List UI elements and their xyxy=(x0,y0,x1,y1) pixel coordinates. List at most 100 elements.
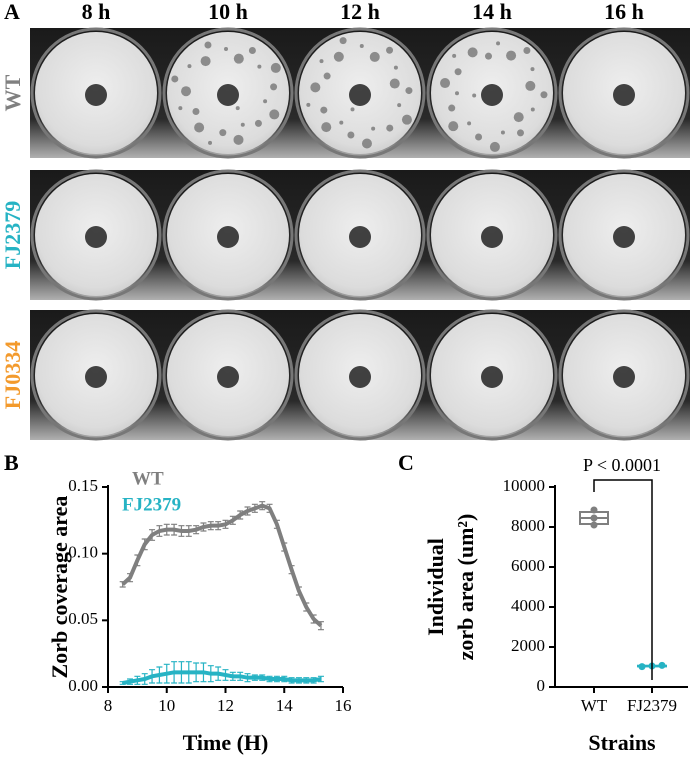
dish-rim xyxy=(162,27,294,159)
data-point xyxy=(638,663,646,671)
zorb-spot xyxy=(369,51,380,62)
data-point xyxy=(590,514,598,522)
zorb-spot xyxy=(525,80,536,91)
zorb-spot xyxy=(194,122,205,133)
zorb-spot xyxy=(454,68,462,76)
legend-label: FJ2379 xyxy=(122,494,181,515)
dish-rim xyxy=(294,27,426,159)
x-tick-label: WT xyxy=(581,696,608,715)
zorb-spot xyxy=(371,126,376,131)
zorb-spot xyxy=(397,103,402,108)
zorb-spot xyxy=(440,78,451,89)
zorb-spot xyxy=(347,131,355,139)
zorb-spot xyxy=(401,114,412,125)
column-label: 8 h xyxy=(82,0,111,24)
dish-rim xyxy=(294,309,426,441)
zorb-spot xyxy=(248,47,256,55)
zorb-spot xyxy=(270,83,278,91)
dish-rim xyxy=(294,169,426,301)
x-tick-label: 14 xyxy=(276,696,294,715)
zorb-spot xyxy=(306,102,311,107)
zorb-spot xyxy=(448,104,456,112)
data-point xyxy=(590,506,598,514)
column-label: 14 h xyxy=(472,0,512,24)
dish-center xyxy=(85,84,107,106)
column-label: 12 h xyxy=(340,0,380,24)
zorb-spot xyxy=(333,51,344,62)
y-tick-label: 0 xyxy=(537,676,546,695)
zorb-spot xyxy=(475,133,483,141)
zorb-spot xyxy=(361,138,372,149)
zorb-spot xyxy=(448,121,459,132)
zorb-spot xyxy=(485,52,493,60)
zorb-spot xyxy=(389,78,400,89)
dish-rim xyxy=(426,169,558,301)
zorb-spot xyxy=(254,119,262,127)
dish-rim xyxy=(558,27,690,159)
row-label: WT xyxy=(0,74,25,111)
zorb-spot xyxy=(178,106,183,111)
y-tick-label: 10000 xyxy=(503,476,546,495)
x-tick-label: 16 xyxy=(335,696,352,715)
zorb-spot xyxy=(310,82,321,93)
zorb-spot xyxy=(240,122,245,127)
dish-center xyxy=(481,84,503,106)
zorb-spot xyxy=(339,120,344,125)
dish-rim xyxy=(426,27,558,159)
zorb-spot xyxy=(181,86,192,97)
zorb-spot xyxy=(496,41,501,46)
dish-center xyxy=(85,366,107,388)
dish-center xyxy=(613,84,635,106)
dish-rim xyxy=(558,309,690,441)
zorb-spot xyxy=(320,106,328,114)
zorb-spot xyxy=(224,47,229,52)
zorb-spot xyxy=(516,129,524,137)
dish-center xyxy=(349,366,371,388)
legend-label: WT xyxy=(132,468,164,489)
row-label: FJ2379 xyxy=(0,201,25,269)
zorb-spot xyxy=(513,112,524,123)
panel-label: A xyxy=(4,0,20,24)
zorb-spot xyxy=(219,129,227,137)
zorb-spot xyxy=(323,72,331,80)
dish-center xyxy=(481,366,503,388)
y-tick-label: 6000 xyxy=(511,556,545,575)
dish-rim xyxy=(426,309,558,441)
dish-center xyxy=(349,84,371,106)
zorb-spot xyxy=(350,107,355,112)
y-tick-label: 4000 xyxy=(511,596,545,615)
zorb-spot xyxy=(208,140,213,145)
dish-rim xyxy=(162,169,294,301)
dish-center xyxy=(217,366,239,388)
zorb-spot xyxy=(187,64,192,69)
zorb-spot xyxy=(319,59,324,64)
zorb-spot xyxy=(204,41,212,49)
dish-rim xyxy=(30,27,162,159)
significance-bracket xyxy=(593,479,653,680)
zorb-spot xyxy=(386,46,394,54)
zorb-spot xyxy=(393,65,398,70)
y-tick-label: 0.10 xyxy=(68,543,98,562)
dish-rim xyxy=(30,169,162,301)
y-axis-label: Zorb coverage area xyxy=(47,496,72,679)
zorb-spot xyxy=(530,67,535,72)
zorb-spot xyxy=(359,44,364,49)
y-tick-label: 0.15 xyxy=(68,476,98,495)
annotation: P < 0.0001 xyxy=(583,455,661,475)
panel-label: B xyxy=(4,450,19,475)
dish-center xyxy=(349,226,371,248)
zorb-spot xyxy=(489,141,500,152)
dish-center xyxy=(217,84,239,106)
x-tick-label: 10 xyxy=(158,696,175,715)
zorb-spot xyxy=(472,93,477,98)
dish-center xyxy=(85,226,107,248)
x-axis-label: Time (H) xyxy=(183,730,269,755)
zorb-spot xyxy=(263,99,268,104)
dish-center xyxy=(217,226,239,248)
zorb-spot xyxy=(235,106,240,111)
zorb-spot xyxy=(269,109,280,120)
column-label: 10 h xyxy=(208,0,248,24)
panel-label: C xyxy=(398,450,414,475)
y-tick-label: 0.00 xyxy=(68,676,98,695)
row-label: FJ0334 xyxy=(0,341,25,409)
